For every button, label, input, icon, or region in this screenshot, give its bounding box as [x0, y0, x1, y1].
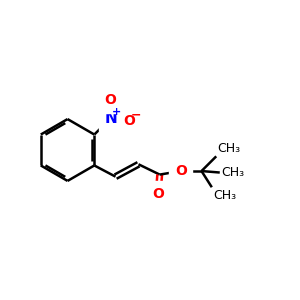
Text: CH₃: CH₃	[218, 142, 241, 155]
Text: CH₃: CH₃	[213, 189, 236, 202]
Text: N: N	[104, 111, 117, 126]
Text: O: O	[105, 93, 116, 107]
Text: O: O	[175, 164, 187, 178]
Text: CH₃: CH₃	[221, 166, 244, 179]
Text: −: −	[131, 109, 141, 122]
Text: O: O	[152, 187, 164, 201]
Text: +: +	[112, 107, 121, 117]
Text: O: O	[124, 114, 136, 128]
